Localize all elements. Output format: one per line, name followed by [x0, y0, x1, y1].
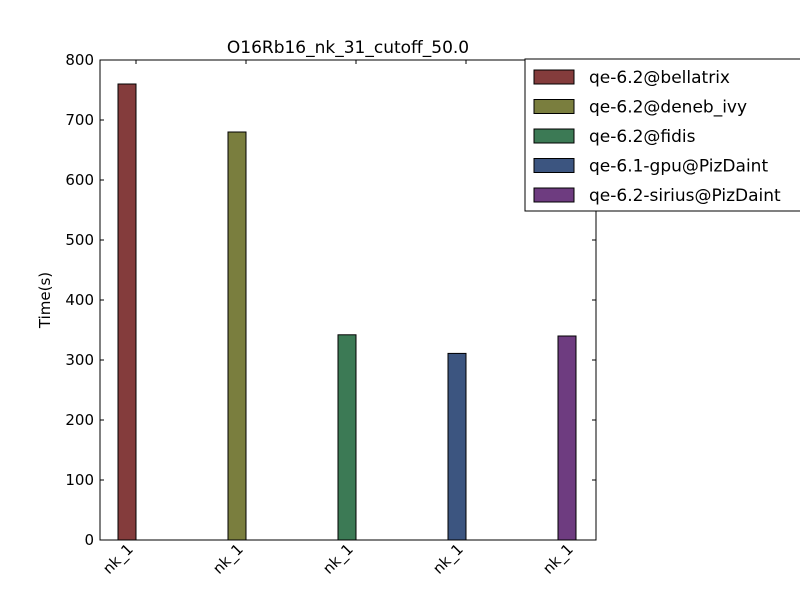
bar-qe-6-1-gpu-pizdaint: [447, 352, 467, 541]
legend-label: qe-6.2@deneb_ivy: [589, 98, 747, 118]
x-tick-label: nk_1: [429, 540, 467, 578]
chart-title: O16Rb16_nk_31_cutoff_50.0: [227, 38, 469, 58]
y-tick-label: 500: [65, 231, 94, 249]
x-tick-label: nk_1: [99, 540, 137, 578]
y-tick-label: 100: [65, 471, 94, 489]
bar-qe-6-2-deneb-ivy: [227, 131, 247, 541]
y-tick-label: 600: [65, 171, 94, 189]
y-tick-label: 800: [65, 51, 94, 69]
legend-swatch: [533, 99, 575, 114]
legend-label: qe-6.2@bellatrix: [589, 68, 730, 88]
y-tick-label: 300: [65, 351, 94, 369]
bar-qe-6-2-sirius-pizdaint: [557, 335, 577, 541]
plot-frame: [99, 59, 597, 541]
x-tick-label: nk_1: [539, 540, 577, 578]
x-tick-label: nk_1: [319, 540, 357, 578]
legend-swatch: [533, 128, 575, 144]
bar-qe-6-2-bellatrix: [117, 83, 137, 541]
legend-swatch: [533, 187, 575, 203]
x-tick-label: nk_1: [209, 540, 247, 578]
legend-label: qe-6.1-gpu@PizDaint: [589, 157, 768, 177]
legend-swatch: [533, 69, 575, 85]
y-tick-label: 0: [84, 531, 94, 549]
y-axis-label: Time(s): [36, 272, 54, 329]
y-tick-label: 400: [65, 291, 94, 309]
y-tick-label: 200: [65, 411, 94, 429]
legend-swatch: [533, 158, 575, 173]
legend-label: qe-6.2@fidis: [589, 127, 696, 147]
y-tick-label: 700: [65, 111, 94, 129]
legend-label: qe-6.2-sirius@PizDaint: [589, 186, 781, 206]
bar-qe-6-2-fidis: [337, 334, 357, 541]
legend: qe-6.2@bellatrix qe-6.2@deneb_ivy qe-6.2@f…: [524, 58, 800, 212]
